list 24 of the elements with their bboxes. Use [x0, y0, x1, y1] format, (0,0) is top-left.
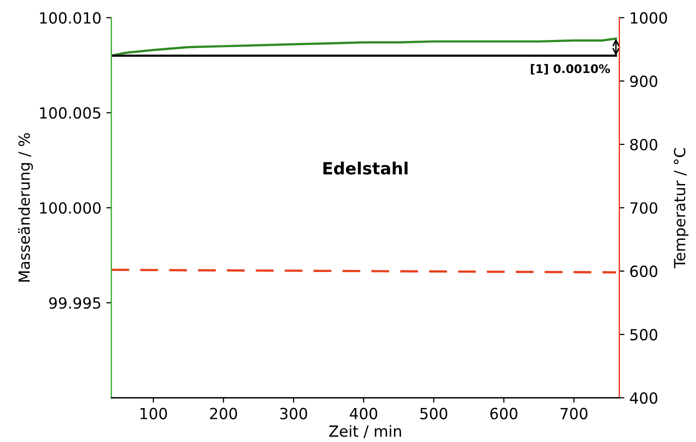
y2-tick-label: 800	[630, 138, 658, 150]
y2-tick-label: 900	[630, 76, 658, 88]
y-tick-label: 99.995	[49, 297, 100, 309]
annotation: [1] 0.0010%	[530, 64, 610, 75]
y2-axis-title: Temperatur / °C	[674, 148, 688, 268]
x-tick-label: 600	[490, 408, 518, 420]
y-tick-label: 100.000	[40, 202, 101, 214]
x-tick-label: 500	[420, 408, 448, 420]
y-tick-label: 100.010	[40, 12, 101, 24]
y-tick-label: 100.005	[40, 107, 100, 119]
y2-tick-label: 600	[630, 266, 658, 278]
y2-tick-label: 500	[630, 328, 658, 340]
x-tick-label: 400	[350, 408, 378, 420]
y2-tick-label: 400	[630, 392, 658, 404]
y-axis-title: Masseänderung / %	[18, 133, 33, 282]
x-axis-title: Zeit / min	[329, 425, 401, 438]
y2-tick-label: 1000	[630, 12, 668, 24]
x-tick-label: 700	[560, 408, 588, 420]
annotation: Edelstahl	[323, 162, 408, 175]
x-tick-label: 300	[280, 408, 308, 420]
y2-tick-label: 700	[630, 202, 658, 214]
x-tick-label: 200	[210, 408, 238, 420]
line-series	[111, 37, 618, 57]
x-tick-label: 100	[140, 408, 167, 420]
